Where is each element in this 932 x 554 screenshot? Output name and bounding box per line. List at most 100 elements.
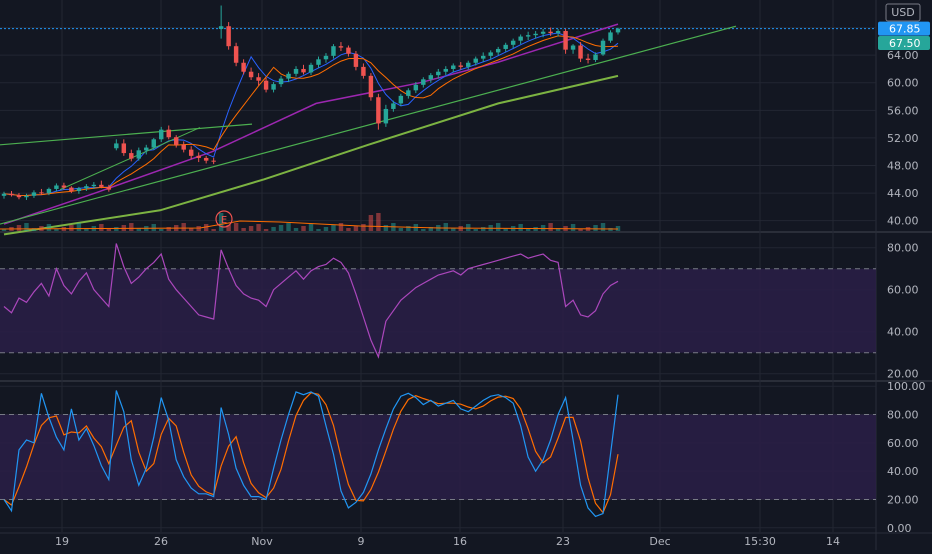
volume-bar [263, 229, 269, 231]
candle-body [451, 65, 456, 69]
candle-body [406, 90, 411, 96]
volume-bar [473, 229, 478, 231]
volume-bar [301, 226, 306, 231]
y-tick-label: 56.00 [887, 104, 919, 117]
candle-body [203, 157, 209, 161]
volume-bar [76, 223, 82, 231]
trend-line [0, 25, 737, 225]
volume-bar [368, 215, 374, 231]
candle-body [608, 32, 613, 41]
volume-bar [218, 213, 224, 231]
y-tick-label: 60.00 [887, 284, 919, 297]
ma-line [3, 23, 619, 225]
candle-body [278, 78, 284, 85]
volume-bar [54, 229, 59, 231]
earnings-marker-circle [215, 210, 233, 228]
candle-body [466, 62, 471, 67]
volume-bar [608, 228, 613, 231]
y-tick-label: 64.00 [887, 49, 919, 62]
volume-bar [525, 229, 531, 231]
oscillator-bands [0, 268, 876, 500]
candle-body [263, 80, 269, 90]
candle-body [114, 143, 119, 149]
candle-body [308, 64, 314, 73]
candle-body [129, 153, 134, 159]
candle-body [196, 155, 201, 158]
volume-bar [398, 228, 404, 231]
volume-bar [1, 229, 7, 231]
candle-body [301, 68, 306, 73]
candle-body [24, 195, 29, 198]
candle-body [563, 31, 568, 50]
candle-body [151, 139, 156, 148]
volume-bar [406, 226, 411, 231]
candle-body [593, 54, 598, 60]
stoch-pane[interactable] [3, 390, 619, 518]
volume-bar [129, 223, 134, 231]
candle-body [331, 46, 336, 56]
x-tick-label: Nov [251, 535, 273, 548]
trend-line [0, 123, 253, 146]
volume-bar [421, 229, 426, 231]
volume-ma-line [0, 220, 619, 230]
candle-body [121, 143, 127, 154]
y-tick-label: 52.00 [887, 132, 919, 145]
currency-box [885, 3, 921, 22]
rsi-pane[interactable] [3, 243, 619, 359]
candle-body [353, 53, 359, 67]
volume-bar [316, 229, 321, 231]
candle-body [188, 149, 194, 156]
volume-bar [166, 227, 171, 231]
candle-body [338, 46, 344, 48]
candle-body [510, 40, 516, 45]
candlesticks[interactable] [1, 5, 621, 200]
y-tick-label: 100.00 [887, 380, 926, 393]
volume-bar [16, 225, 22, 231]
candle-body [481, 55, 486, 59]
candle-body [181, 144, 186, 150]
y-tick-label: 48.00 [887, 159, 919, 172]
price-tag-current-bg [878, 21, 930, 36]
candle-body [76, 188, 82, 192]
candle-body [391, 103, 396, 109]
y-tick-label: 60.00 [887, 77, 919, 90]
price-axis[interactable]: 68.0064.0060.0056.0052.0048.0044.0040.00… [887, 22, 926, 535]
candle-body [226, 26, 231, 47]
y-tick-label: 20.00 [887, 493, 919, 506]
candle-body [31, 192, 37, 196]
candle-body [293, 68, 299, 74]
x-tick-label: 14 [826, 535, 840, 548]
x-tick-label: 23 [556, 535, 570, 548]
candle-body [99, 184, 104, 187]
ma-line [3, 74, 619, 236]
candle-body [578, 45, 583, 59]
volume-bar [271, 227, 276, 231]
volume-bar [286, 223, 291, 231]
volume-bars [0, 213, 621, 231]
volume-bar [69, 225, 74, 231]
volume-bar [211, 229, 216, 231]
candle-body [473, 58, 478, 63]
y-tick-label: 20.00 [887, 368, 919, 381]
candle-body [361, 66, 366, 76]
candle-body [615, 28, 621, 33]
x-tick-label: 15:30 [744, 535, 776, 548]
volume-bar [495, 223, 501, 231]
volume-bar [293, 228, 299, 231]
candle-body [428, 75, 434, 80]
candle-body [555, 31, 561, 34]
candle-body [233, 46, 239, 63]
candle-body [256, 77, 261, 81]
time-axis[interactable]: 19 26 Nov 9 16 23 Dec 15:30 14 [55, 535, 840, 548]
candle-body [9, 193, 14, 196]
volume-bar [383, 225, 389, 231]
volume-bar [159, 229, 164, 231]
candle-body [488, 52, 493, 56]
stoch-d-line [3, 392, 619, 514]
candle-body [144, 147, 149, 151]
candle-body [84, 186, 89, 189]
candle-body [218, 26, 224, 29]
candle-body [376, 97, 381, 124]
